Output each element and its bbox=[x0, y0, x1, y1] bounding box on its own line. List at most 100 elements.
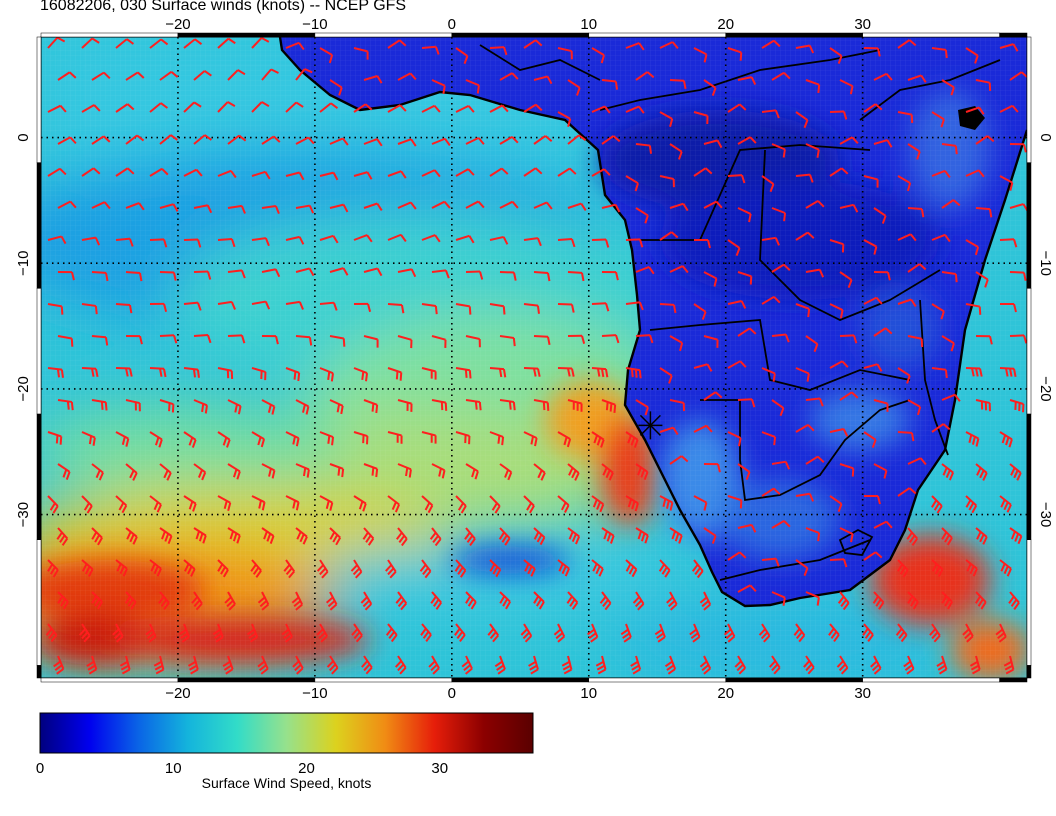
wind-barb bbox=[533, 271, 551, 282]
wind-barb bbox=[907, 143, 921, 160]
wind-barb bbox=[839, 271, 853, 289]
wind-barb bbox=[601, 334, 620, 344]
wind-barb bbox=[57, 271, 75, 281]
wind-barb bbox=[47, 367, 64, 378]
wind-barb bbox=[897, 175, 912, 192]
wind-barb bbox=[285, 235, 305, 245]
wind-barb bbox=[285, 101, 304, 113]
wind-barb bbox=[523, 559, 536, 577]
wind-barb bbox=[193, 270, 212, 280]
wind-barb bbox=[737, 76, 757, 86]
wind-barb bbox=[625, 301, 644, 311]
wind-barb bbox=[193, 134, 213, 145]
wind-barb bbox=[737, 327, 757, 337]
wind-barb bbox=[625, 431, 639, 448]
frame-tick-right bbox=[1026, 413, 1032, 540]
wind-barb bbox=[421, 303, 438, 315]
frame-tick-bottom bbox=[588, 677, 726, 683]
colorbar-tick-label: 0 bbox=[36, 760, 44, 777]
wind-barb bbox=[461, 655, 473, 675]
wind-barb bbox=[601, 463, 614, 481]
wind-barb bbox=[362, 527, 375, 546]
wind-barb bbox=[689, 623, 701, 643]
wind-barb bbox=[795, 303, 811, 318]
wind-barb bbox=[941, 271, 958, 283]
wind-barb bbox=[567, 271, 585, 282]
longitude-gridlines bbox=[177, 37, 864, 678]
wind-barb bbox=[771, 460, 791, 470]
wind-barb bbox=[91, 335, 109, 346]
lon-tick-label-top: −20 bbox=[165, 16, 190, 33]
wind-barb bbox=[523, 103, 543, 113]
wind-barb bbox=[115, 367, 133, 377]
wind-barb bbox=[1003, 655, 1015, 675]
wind-barb bbox=[974, 591, 987, 610]
wind-barb bbox=[703, 200, 723, 209]
wind-barb bbox=[666, 591, 678, 611]
wind-barb bbox=[91, 201, 111, 210]
wind-barb bbox=[659, 111, 674, 128]
wind-barb bbox=[387, 233, 407, 243]
wind-barb bbox=[941, 143, 958, 155]
wind-barb bbox=[907, 263, 927, 273]
wind-barb bbox=[965, 169, 985, 178]
wind-barb bbox=[261, 527, 275, 544]
wind-barb bbox=[353, 171, 373, 180]
wind-barb bbox=[261, 68, 279, 81]
wind-barb bbox=[281, 623, 293, 643]
lat-tick-label-right: 0 bbox=[1037, 133, 1054, 141]
frame-tick-bottom bbox=[314, 677, 453, 683]
wind-barb bbox=[999, 175, 1014, 191]
wind-barb bbox=[557, 559, 570, 577]
wind-barb bbox=[329, 335, 346, 347]
wind-barb bbox=[91, 591, 103, 610]
wind-barb bbox=[396, 527, 408, 547]
wind-barb bbox=[251, 495, 266, 511]
wind-barb bbox=[795, 492, 814, 502]
wind-barb bbox=[47, 559, 59, 578]
wind-barb bbox=[261, 335, 279, 345]
wind-barb bbox=[465, 335, 481, 348]
wind-barb bbox=[691, 559, 704, 579]
wind-barb bbox=[523, 303, 540, 314]
wind-barb bbox=[567, 463, 580, 481]
wind-barb bbox=[793, 623, 806, 643]
wind-barb bbox=[931, 559, 944, 578]
wind-barb bbox=[159, 203, 179, 212]
frame-tick-bottom bbox=[177, 677, 316, 683]
wind-barb bbox=[419, 559, 432, 579]
wind-barb bbox=[863, 239, 878, 255]
lon-tick-label-bottom: 10 bbox=[580, 685, 597, 702]
wind-barb bbox=[941, 591, 953, 610]
wind-barb bbox=[737, 584, 757, 593]
wind-barb bbox=[795, 44, 815, 54]
wind-barb bbox=[499, 463, 513, 481]
wind-barb bbox=[965, 303, 982, 315]
wind-barb bbox=[805, 527, 821, 542]
wind-barb bbox=[431, 79, 446, 94]
wind-barb bbox=[630, 655, 642, 675]
wind-barb bbox=[795, 231, 815, 241]
wind-barb bbox=[227, 204, 246, 214]
lon-tick-label-top: −10 bbox=[302, 16, 327, 33]
wind-barb bbox=[292, 655, 304, 675]
wind-barb bbox=[319, 234, 339, 244]
wind-barb bbox=[329, 527, 342, 546]
wind-barb bbox=[771, 399, 785, 417]
wind-barb bbox=[829, 303, 844, 319]
wind-barb bbox=[119, 655, 131, 675]
wind-barb bbox=[115, 495, 128, 514]
wind-barb bbox=[839, 463, 855, 477]
wind-barb bbox=[465, 463, 479, 480]
wind-barb bbox=[862, 623, 874, 642]
wind-barb bbox=[557, 431, 572, 448]
frame-tick-left bbox=[36, 413, 42, 540]
wind-barb bbox=[431, 399, 448, 411]
wind-barb bbox=[125, 271, 143, 282]
wind-barb bbox=[591, 367, 609, 378]
wind-barb bbox=[91, 527, 103, 546]
frame-tick-left bbox=[36, 36, 42, 163]
wind-barb bbox=[499, 135, 519, 145]
wind-barb bbox=[723, 623, 736, 643]
